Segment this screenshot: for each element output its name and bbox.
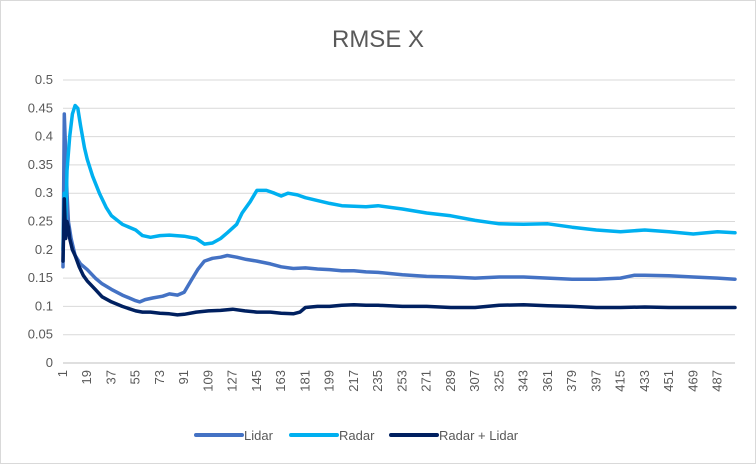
x-tick-label: 271: [419, 370, 434, 392]
y-tick-label: 0.5: [35, 72, 53, 87]
x-tick-label: 19: [79, 370, 94, 384]
x-tick-label: 289: [443, 370, 458, 392]
y-tick-label: 0.45: [28, 100, 53, 115]
x-tick-label: 145: [249, 370, 264, 392]
x-tick-label: 1: [55, 370, 70, 377]
series-lines: [61, 103, 737, 317]
y-tick-label: 0.35: [28, 157, 53, 172]
x-tick-label: 217: [346, 370, 361, 392]
x-tick-label: 433: [637, 370, 652, 392]
y-tick-label: 0.15: [28, 270, 53, 285]
x-tick-label: 343: [516, 370, 531, 392]
legend-label-lidar: Lidar: [244, 428, 274, 443]
x-tick-label: 91: [176, 370, 191, 384]
x-tick-label: 127: [225, 370, 240, 392]
gridlines: [63, 79, 735, 364]
x-tick-label: 253: [394, 370, 409, 392]
x-tick-label: 307: [467, 370, 482, 392]
y-axis-ticks: 0 0.05 0.1 0.15 0.2 0.25 0.3 0.35 0.4 0.45 0.5: [28, 72, 53, 370]
y-tick-label: 0: [46, 355, 53, 370]
x-tick-label: 451: [661, 370, 676, 392]
y-tick-label: 0.25: [28, 214, 53, 229]
x-tick-label: 397: [588, 370, 603, 392]
x-tick-label: 55: [128, 370, 143, 384]
y-tick-label: 0.2: [35, 242, 53, 257]
x-tick-label: 73: [152, 370, 167, 384]
x-tick-label: 361: [540, 370, 555, 392]
legend: Lidar Radar Radar + Lidar: [194, 428, 519, 443]
x-tick-label: 415: [613, 370, 628, 392]
y-tick-label: 0.3: [35, 185, 53, 200]
series-line-radar: [61, 103, 737, 252]
chart-title: RMSE X: [332, 26, 424, 53]
y-tick-label: 0.1: [35, 298, 53, 313]
x-tick-label: 487: [709, 370, 724, 392]
x-axis-ticks: 1 19 37 55 73 91 109 127 145 163 181 199 217 235 253 27…: [55, 370, 724, 392]
x-tick-label: 469: [685, 370, 700, 392]
y-tick-label: 0.05: [28, 327, 53, 342]
x-tick-label: 379: [564, 370, 579, 392]
x-tick-label: 235: [370, 370, 385, 392]
x-tick-label: 199: [322, 370, 337, 392]
y-tick-label: 0.4: [35, 129, 53, 144]
x-tick-label: 181: [297, 370, 312, 392]
x-tick-label: 325: [491, 370, 506, 392]
series-line-radar-lidar: [61, 197, 737, 317]
legend-label-radar-lidar: Radar + Lidar: [439, 428, 519, 443]
x-tick-label: 37: [103, 370, 118, 384]
x-tick-label: 163: [273, 370, 288, 392]
series-line-lidar: [61, 112, 737, 304]
x-tick-label: 109: [200, 370, 215, 392]
legend-label-radar: Radar: [339, 428, 375, 443]
